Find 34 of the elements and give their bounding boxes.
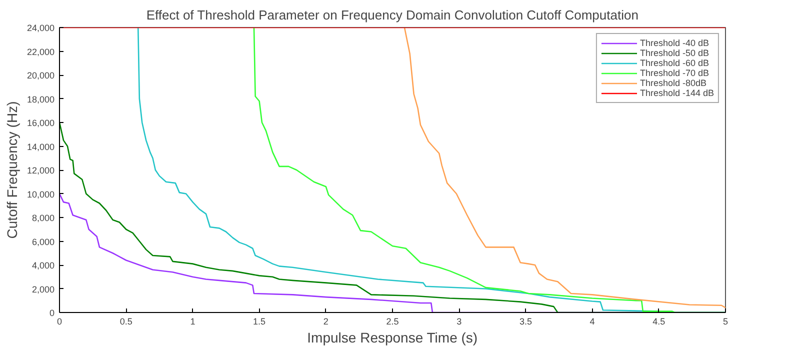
chart-title: Effect of Threshold Parameter on Frequency Domain Convolution Cutoff Computation — [146, 8, 638, 22]
x-tick-label: 2.5 — [386, 316, 399, 326]
x-tick-label: 1 — [190, 316, 196, 326]
y-tick-label: 24,000 — [26, 23, 55, 33]
y-tick-label: 14,000 — [26, 142, 55, 152]
y-tick-label: 2,000 — [32, 284, 55, 294]
legend-label: Threshold -50 dB — [640, 48, 709, 58]
y-tick-label: 0 — [49, 308, 55, 318]
x-tick-label: 5 — [722, 316, 728, 326]
x-tick-label: 1.5 — [253, 316, 266, 326]
y-tick-label: 12,000 — [26, 166, 55, 176]
y-tick-label: 18,000 — [26, 94, 55, 104]
legend-label: Threshold -144 dB — [640, 88, 714, 98]
x-tick-label: 2 — [323, 316, 328, 326]
line-series — [404, 28, 726, 308]
y-tick-label: 4,000 — [32, 260, 55, 270]
y-tick-label: 10,000 — [26, 189, 55, 200]
legend-label: Threshold -70 dB — [640, 68, 709, 78]
y-tick-label: 6,000 — [32, 236, 55, 247]
y-axis-title: Cutoff Frequency (Hz) — [4, 101, 20, 239]
y-tick-label: 22,000 — [26, 46, 55, 57]
x-tick-label: 4 — [590, 316, 595, 326]
y-tick-label: 16,000 — [26, 118, 55, 128]
legend-label: Threshold -80dB — [640, 78, 706, 88]
x-tick-label: 0 — [56, 316, 62, 326]
legend-label: Threshold -60 dB — [640, 58, 709, 68]
y-tick-label: 8,000 — [32, 213, 55, 223]
x-tick-label: 3.5 — [519, 316, 532, 326]
x-axis-title: Impulse Response Time (s) — [307, 330, 478, 346]
x-tick-label: 4.5 — [652, 316, 666, 326]
x-tick-label: 0.5 — [120, 316, 132, 326]
y-tick-label: 20,000 — [26, 70, 55, 80]
legend-label: Threshold -40 dB — [640, 38, 709, 48]
x-tick-label: 3 — [456, 316, 462, 326]
